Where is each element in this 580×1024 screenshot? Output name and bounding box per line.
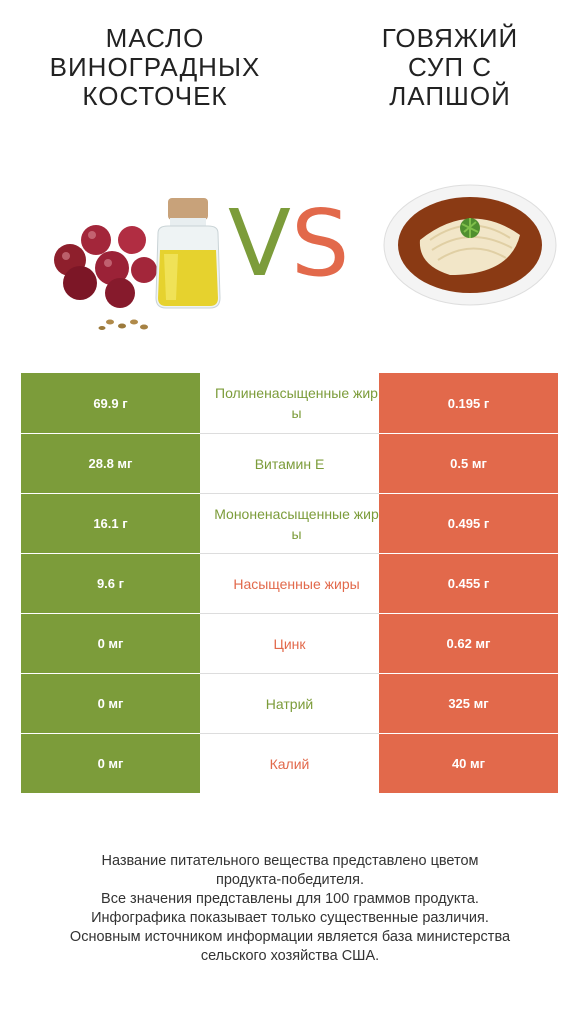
beef-noodle-soup-image <box>383 184 557 306</box>
nutrient-label: Натрий <box>200 673 379 733</box>
nutrient-label: Мононенасыщенные жиры <box>200 493 379 553</box>
right-value: 0.195 г <box>379 373 558 433</box>
comparison-table: 69.9 г Полиненасыщенные жиры 0.195 г 28.8 м… <box>21 373 558 793</box>
right-value: 0.5 мг <box>379 433 558 493</box>
footer-line: Название питательного вещества представл… <box>101 853 479 869</box>
left-value: 28.8 мг <box>21 433 200 493</box>
left-product-title: Масло виноградных косточек <box>49 23 261 111</box>
right-product-title: Говяжий суп с лапшой <box>381 23 519 111</box>
right-value: 0.495 г <box>379 493 558 553</box>
vs-s-letter: S <box>290 190 350 297</box>
left-value: 16.1 г <box>21 493 200 553</box>
table-row: 0 мг Натрий 325 мг <box>21 673 558 733</box>
left-value: 0 мг <box>21 673 200 733</box>
footer-line: Инфографика показывает только существенн… <box>91 910 489 926</box>
table-row: 28.8 мг Витамин E 0.5 мг <box>21 433 558 493</box>
grapes-icon <box>54 225 157 308</box>
table-row: 69.9 г Полиненасыщенные жиры 0.195 г <box>21 373 558 433</box>
right-value: 0.455 г <box>379 553 558 613</box>
footer-line: Все значения представлены для 100 граммо… <box>101 891 479 907</box>
table-row: 0 мг Калий 40 мг <box>21 733 558 793</box>
left-value: 69.9 г <box>21 373 200 433</box>
vs-v-letter: V <box>228 190 291 297</box>
nutrient-label: Витамин E <box>200 433 379 493</box>
table-row: 16.1 г Мононенасыщенные жиры 0.495 г <box>21 493 558 553</box>
right-value: 0.62 мг <box>379 613 558 673</box>
oil-jar-icon <box>155 198 221 309</box>
nutrient-label: Калий <box>200 733 379 793</box>
right-value: 40 мг <box>379 733 558 793</box>
footer-line: Основным источником информации является … <box>69 929 511 945</box>
left-value: 9.6 г <box>21 553 200 613</box>
vs-label: VS <box>228 198 349 290</box>
left-value: 0 мг <box>21 733 200 793</box>
footer-notes: Название питательного вещества представл… <box>20 852 560 966</box>
footer-line: сельского хозяйства США. <box>200 948 380 964</box>
right-value: 325 мг <box>379 673 558 733</box>
nutrient-label: Цинк <box>200 613 379 673</box>
footer-line: продукта-победителя. <box>215 872 365 888</box>
seeds-icon <box>98 319 148 330</box>
table-row: 0 мг Цинк 0.62 мг <box>21 613 558 673</box>
grape-seed-oil-image <box>54 198 221 330</box>
nutrient-label: Насыщенные жиры <box>200 553 379 613</box>
green-onion-icon <box>460 218 480 238</box>
nutrient-label: Полиненасыщенные жиры <box>200 373 379 433</box>
left-value: 0 мг <box>21 613 200 673</box>
noodles-icon <box>419 218 520 275</box>
table-row: 9.6 г Насыщенные жиры 0.455 г <box>21 553 558 613</box>
